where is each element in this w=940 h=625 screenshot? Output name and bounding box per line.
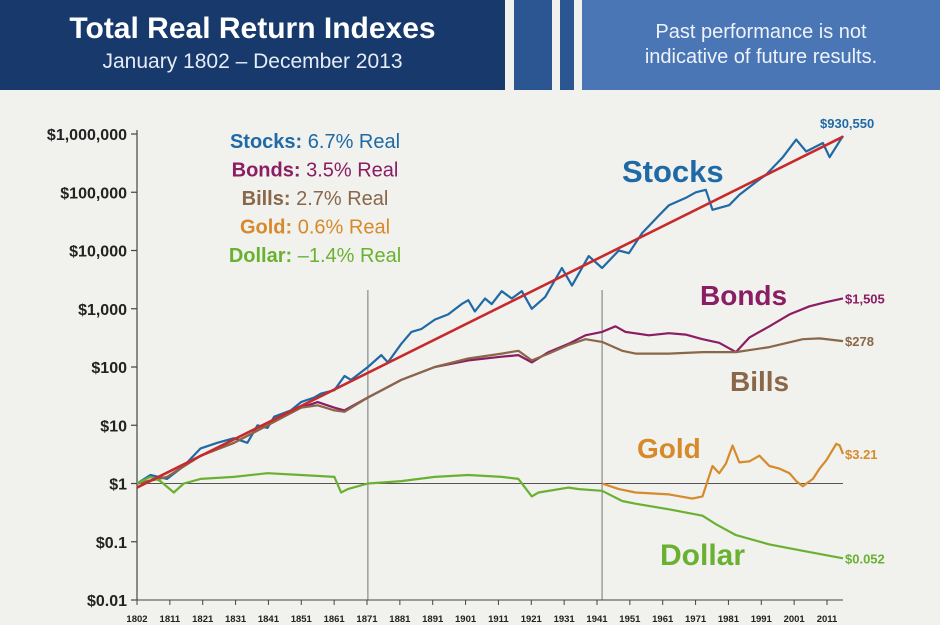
header-disclaimer-panel: [582, 0, 940, 90]
x-tick-label: 1871: [356, 614, 378, 625]
y-tick-label: $0.01: [87, 593, 127, 610]
x-tick-label: 1991: [751, 614, 773, 625]
y-tick-label: $1: [109, 477, 127, 494]
x-tick-label: 1911: [488, 614, 509, 625]
series-line-gold: [601, 442, 845, 500]
chart-gridlines: [367, 290, 603, 600]
series-label-gold: Gold: [637, 433, 701, 464]
x-tick-label: 1851: [291, 614, 313, 625]
y-tick-label: $1,000,000: [47, 127, 127, 144]
x-tick-label: 1891: [422, 614, 444, 625]
x-tick-label: 1881: [389, 614, 411, 625]
disclaimer-line-2: indicative of future results.: [644, 46, 878, 68]
chart-labels: Stocks Bonds Bills Gold Dollar: [622, 154, 789, 572]
end-value-label-dollar: $0.052: [845, 551, 885, 566]
series-label-bills: Bills: [730, 366, 789, 397]
x-tick-label: 1802: [126, 614, 147, 625]
header-stripe: [560, 0, 574, 90]
x-tick-label: 2001: [784, 614, 806, 625]
x-tick-label: 1821: [192, 614, 214, 625]
x-tick-label: 1831: [225, 614, 247, 625]
y-tick-label: $0.1: [96, 535, 127, 552]
x-tick-label: 1931: [554, 614, 576, 625]
legend-item: Bills: 2.7% Real: [242, 188, 389, 210]
chart-series: $930,550 $1,505 $278 $3.21 $0.052: [136, 116, 885, 566]
header-title-panel: [0, 0, 505, 90]
y-tick-label: $1,000: [78, 302, 127, 319]
x-tick-label: 1841: [258, 614, 280, 625]
chart-axes: $1,000,000 $100,000 $10,000 $1,000 $100 $10 $1…: [47, 127, 843, 625]
x-tick-label: 1951: [619, 614, 641, 625]
disclaimer-text: Past performance is not indicative of fu…: [598, 20, 924, 70]
series-line-dollar: [136, 472, 844, 560]
series-line-bills: [136, 337, 844, 485]
series-line-trend: [136, 135, 844, 489]
legend-item: Bonds: 3.5% Real: [232, 160, 399, 182]
x-tick-label: 1961: [652, 614, 674, 625]
x-tick-label: 1981: [718, 614, 740, 625]
header-stripe: [514, 0, 552, 90]
x-tick-label: 1941: [586, 614, 608, 625]
y-tick-label: $10,000: [69, 244, 127, 261]
series-label-bonds: Bonds: [700, 280, 787, 311]
x-tick-label: 1971: [685, 614, 707, 625]
end-value-label-bonds: $1,505: [845, 291, 885, 306]
line-chart: $1,000,000 $100,000 $10,000 $1,000 $100 $10 $1…: [47, 116, 885, 625]
chart-subtitle: January 1802 – December 2013: [102, 50, 403, 73]
y-tick-label: $100,000: [60, 185, 127, 202]
x-tick-label: 1921: [521, 614, 543, 625]
x-tick-label: 1901: [455, 614, 477, 625]
x-tick-label: 1811: [160, 614, 181, 625]
legend-item: Dollar: –1.4% Real: [229, 245, 401, 267]
end-value-label-bills: $278: [845, 334, 874, 349]
x-tick-label: 2011: [817, 614, 838, 625]
x-tick-label: 1861: [324, 614, 346, 625]
chart-legend: Stocks: 6.7% Real Bonds: 3.5% Real Bills: …: [229, 131, 401, 267]
legend-item: Gold: 0.6% Real: [240, 217, 390, 239]
end-value-label-gold: $3.21: [845, 447, 878, 462]
series-label-dollar: Dollar: [660, 539, 745, 572]
y-tick-label: $100: [91, 360, 127, 377]
end-value-label-stocks: $930,550: [820, 116, 874, 131]
disclaimer-line-1: Past performance is not: [655, 21, 867, 43]
series-line-bonds: [136, 297, 844, 485]
y-tick-label: $10: [100, 418, 127, 435]
chart-title: Total Real Return Indexes: [69, 12, 436, 45]
legend-item: Stocks: 6.7% Real: [230, 131, 400, 153]
series-label-stocks: Stocks: [622, 154, 724, 189]
